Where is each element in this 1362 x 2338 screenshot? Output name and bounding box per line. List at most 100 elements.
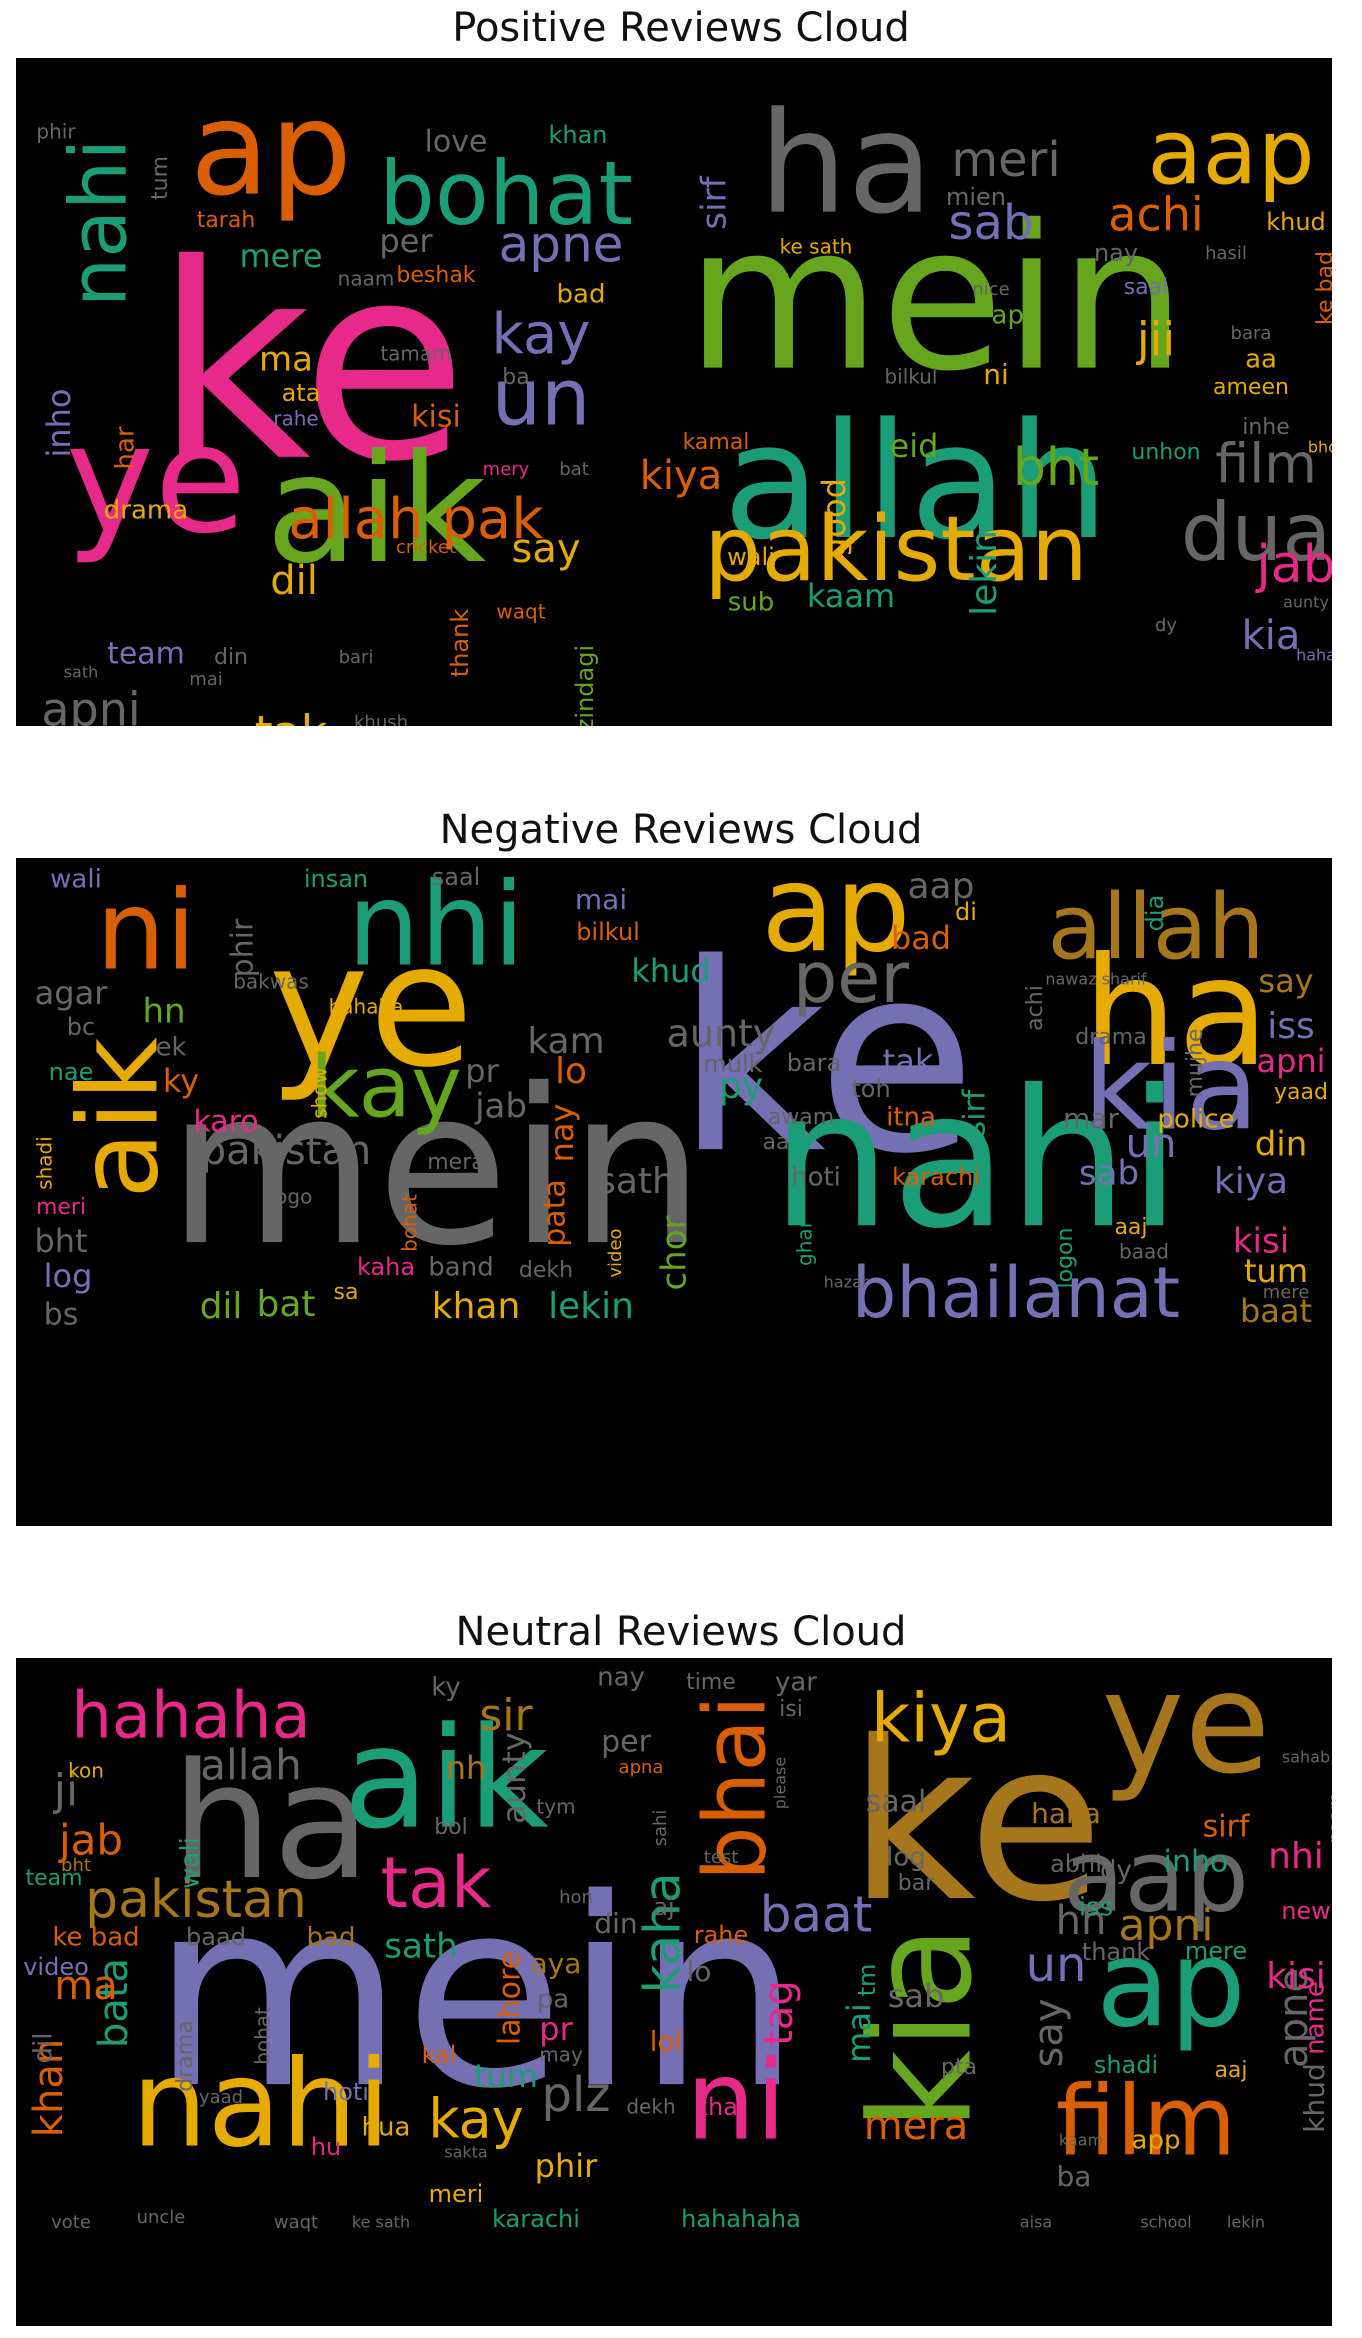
cloud-word: nice bbox=[972, 279, 1009, 300]
cloud-word: aap bbox=[1147, 100, 1314, 205]
cloud-word: kal bbox=[422, 2041, 457, 2069]
cloud-word: aap bbox=[908, 866, 975, 907]
cloud-word: nawaz sharif bbox=[1045, 970, 1147, 989]
cloud-word: app bbox=[992, 301, 1041, 331]
cloud-word: aunty bbox=[667, 1012, 776, 1056]
cloud-word: ye bbox=[65, 393, 246, 567]
cloud-word: dil bbox=[270, 558, 318, 604]
cloud-word: sub bbox=[728, 588, 775, 618]
cloud-word: mein bbox=[151, 1844, 801, 2146]
cloud-word: kay bbox=[428, 2088, 523, 2151]
cloud-word: please bbox=[771, 1757, 790, 1809]
cloud-word: aya bbox=[531, 1947, 582, 1980]
cloud-word: tag bbox=[756, 1980, 802, 2046]
cloud-word: ap bbox=[761, 858, 911, 980]
cloud-word: khud bbox=[631, 952, 710, 990]
cloud-word: sir bbox=[479, 1690, 533, 1741]
cloud-word: bs bbox=[44, 1298, 79, 1333]
cloud-word: baat bbox=[1240, 1292, 1312, 1330]
cloud-word: dil bbox=[29, 2033, 59, 2064]
cloud-word: bat bbox=[256, 1284, 315, 1325]
cloud-word: hn bbox=[142, 992, 185, 1032]
cloud-word: new bbox=[1281, 1897, 1331, 1925]
cloud-word: sakta bbox=[444, 2143, 487, 2162]
cloud-word: kaam bbox=[807, 577, 895, 615]
cloud-word: bhailanat bbox=[852, 1252, 1180, 1334]
cloud-word: baad bbox=[186, 1923, 246, 1951]
cloud-word: thank bbox=[1082, 1938, 1151, 1966]
cloud-word: band bbox=[428, 1253, 493, 1283]
cloud-word: mien bbox=[946, 183, 1006, 211]
cloud-word: hahaha bbox=[71, 1680, 310, 1754]
cloud-word: har bbox=[111, 426, 141, 469]
cloud-word: bohat bbox=[398, 1194, 422, 1252]
cloud-word: inho bbox=[1164, 1845, 1229, 1880]
cloud-word: mere bbox=[240, 237, 323, 275]
cloud-word: log bbox=[44, 1257, 93, 1295]
cloud-word: sab bbox=[1079, 1154, 1139, 1194]
cloud-word: khush bbox=[354, 712, 408, 726]
cloud-word: aik bbox=[343, 1698, 549, 1861]
cloud-word: un bbox=[1126, 1121, 1177, 1167]
cloud-word: tak bbox=[883, 1042, 934, 1080]
cloud-word: love bbox=[425, 125, 488, 160]
cloud-word: ap bbox=[1096, 1916, 1246, 2055]
cloud-word: per bbox=[601, 1725, 652, 1760]
cloud-word: nahi bbox=[771, 1049, 1181, 1270]
cloud-word: apni bbox=[1256, 1042, 1325, 1080]
cloud-word: lekin bbox=[964, 530, 1005, 616]
cloud-word: mar bbox=[1063, 1102, 1119, 1135]
cloud-word: ha bbox=[171, 1728, 370, 1915]
cloud-word: aunty bbox=[1283, 593, 1329, 612]
negative-title: Negative Reviews Cloud bbox=[439, 807, 923, 853]
cloud-word: hon bbox=[559, 1887, 593, 1908]
cloud-word: chor bbox=[655, 1215, 695, 1290]
cloud-word: kay bbox=[492, 302, 591, 367]
cloud-word: bar bbox=[898, 1871, 935, 1896]
cloud-word: jab bbox=[474, 1087, 527, 1127]
cloud-word: kisi bbox=[1233, 1222, 1289, 1262]
cloud-word: tum bbox=[474, 2057, 538, 2095]
cloud-word: ky bbox=[431, 1673, 461, 1703]
cloud-word: tum bbox=[1244, 1252, 1308, 1290]
cloud-word: nay bbox=[597, 1663, 645, 1693]
cloud-word: agar bbox=[35, 974, 109, 1012]
cloud-word: apne bbox=[1271, 1968, 1317, 2068]
cloud-word: kiya bbox=[1214, 1161, 1288, 1202]
cloud-word: phir bbox=[535, 2147, 598, 2185]
cloud-word: unhon bbox=[1131, 440, 1200, 465]
cloud-word: dekh bbox=[519, 1258, 573, 1283]
cloud-word: khan bbox=[432, 1286, 521, 1327]
cloud-word: karo bbox=[193, 1105, 258, 1140]
cloud-word: aap bbox=[1063, 1817, 1249, 1934]
cloud-word: bara bbox=[787, 1049, 842, 1077]
cloud-word: per bbox=[793, 937, 910, 1019]
cloud-word: waqt bbox=[274, 2212, 318, 2233]
cloud-word: un bbox=[1026, 1937, 1087, 1993]
cloud-word: un bbox=[492, 353, 591, 443]
cloud-word: kia bbox=[1242, 613, 1301, 659]
cloud-word: nh bbox=[446, 1749, 487, 1787]
cloud-word: achi bbox=[1023, 985, 1048, 1031]
cloud-word: pakistan bbox=[85, 1870, 307, 1930]
cloud-word: lekin bbox=[1227, 2213, 1265, 2232]
cloud-word: aisa bbox=[1020, 2213, 1052, 2232]
cloud-word: apni bbox=[41, 683, 140, 727]
cloud-word: bhot bbox=[1308, 438, 1332, 457]
cloud-word: ke bad bbox=[1313, 251, 1332, 325]
cloud-word: haha bbox=[1031, 1797, 1101, 1830]
cloud-word: video bbox=[23, 1953, 89, 1981]
cloud-word: jab bbox=[58, 1816, 123, 1865]
cloud-word: saal bbox=[866, 1785, 927, 1820]
cloud-word: dua bbox=[1181, 486, 1332, 579]
cloud-word: bc bbox=[67, 1013, 95, 1041]
cloud-word: logon bbox=[1053, 1228, 1078, 1289]
cloud-word: ke bbox=[675, 909, 976, 1211]
cloud-word: sab bbox=[888, 1977, 945, 2015]
cloud-word: cricket bbox=[396, 537, 456, 558]
cloud-word: hu bbox=[311, 2133, 341, 2161]
cloud-word: allah pak bbox=[288, 487, 544, 552]
cloud-word: mery bbox=[483, 459, 530, 480]
cloud-word: iss bbox=[1079, 1893, 1113, 1923]
